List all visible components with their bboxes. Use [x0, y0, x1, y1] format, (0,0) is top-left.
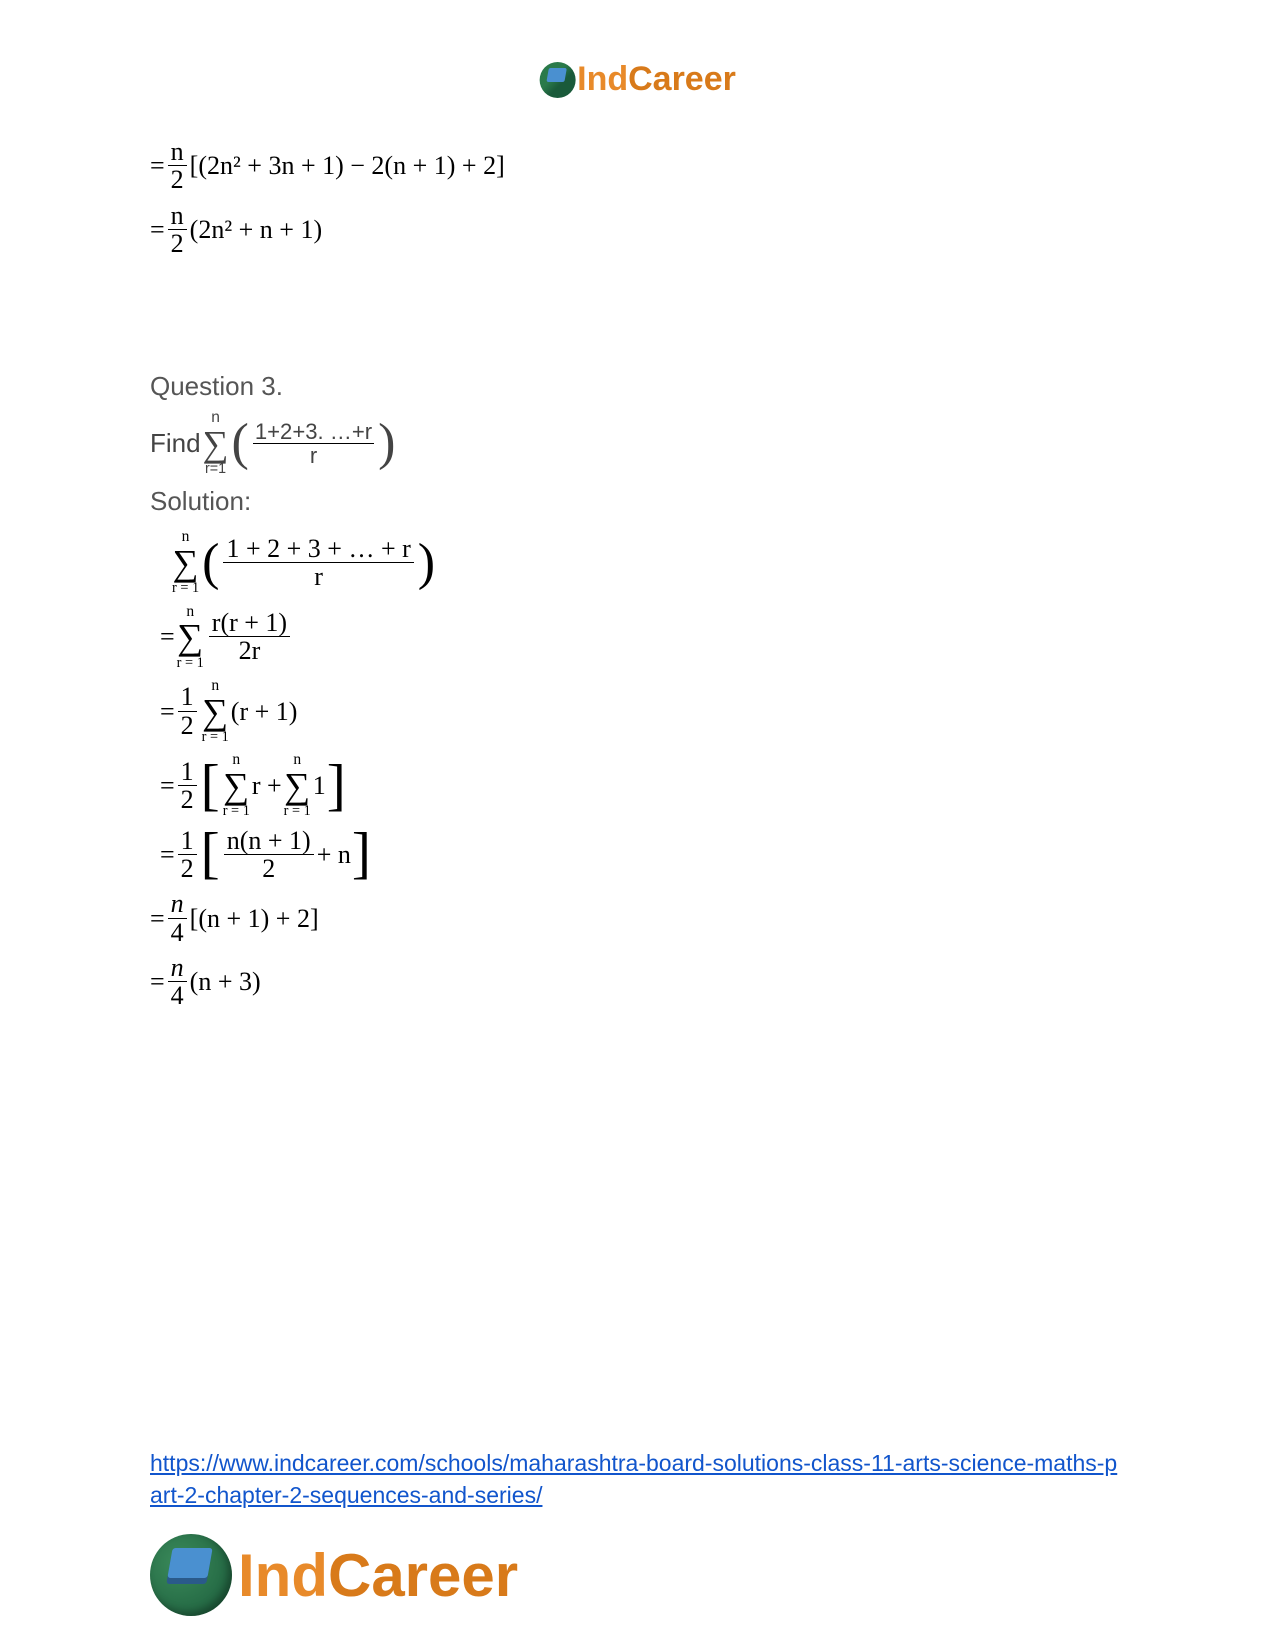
fraction: r(r + 1) 2r [209, 609, 290, 665]
question-text: Find n ∑ r=1 ( 1+2+3. …+r r ) [150, 410, 1125, 476]
logo-text-career: Career [328, 1541, 518, 1610]
footer-url-link[interactable]: https://www.indcareer.com/schools/mahara… [150, 1447, 1125, 1511]
fraction: n 2 [168, 202, 187, 258]
sigma-notation: n ∑ r=1 [203, 410, 229, 476]
solution-step-5: = 1 2 [ n(n + 1) 2 + n ] [160, 827, 1125, 883]
fraction: n 2 [168, 138, 187, 194]
solution-step-7: = n 4 (n + 3) [150, 954, 1125, 1010]
fraction: n 4 [168, 954, 187, 1010]
logo-text-career: Career [628, 60, 736, 99]
fraction: 1 + 2 + 3 + … + r r [223, 535, 413, 591]
fraction: 1 2 [178, 683, 197, 739]
page-container: IndCareer = n 2 [(2n² + 3n + 1) − 2(n + … [150, 0, 1125, 1651]
fraction: 1 2 [178, 758, 197, 814]
solution-label: Solution: [150, 482, 1125, 521]
solution-step-2: = n ∑ r = 1 r(r + 1) 2r [160, 604, 1125, 670]
fraction: n(n + 1) 2 [224, 827, 314, 883]
solution-step-4: = 1 2 [ n ∑ r = 1 r + n ∑ r = 1 1 ] [160, 752, 1125, 818]
sigma-notation: n ∑ r = 1 [202, 678, 229, 744]
logo-text-ind: Ind [238, 1541, 328, 1610]
sigma-notation: n ∑ r = 1 [284, 752, 311, 818]
content-area: = n 2 [(2n² + 3n + 1) − 2(n + 1) + 2] = … [150, 130, 1125, 1017]
sigma-notation: n ∑ r = 1 [172, 529, 199, 595]
logo-icon [539, 62, 575, 98]
math-line-1: = n 2 [(2n² + 3n + 1) − 2(n + 1) + 2] [150, 138, 1125, 194]
solution-step-1: n ∑ r = 1 ( 1 + 2 + 3 + … + r r ) [170, 529, 1125, 595]
fraction: 1 2 [178, 827, 197, 883]
sigma-notation: n ∑ r = 1 [177, 604, 204, 670]
question-title: Question 3. [150, 367, 1125, 406]
solution-step-3: = 1 2 n ∑ r = 1 (r + 1) [160, 678, 1125, 744]
math-line-2: = n 2 (2n² + n + 1) [150, 202, 1125, 258]
sigma-notation: n ∑ r = 1 [223, 752, 250, 818]
logo-icon [150, 1534, 232, 1616]
fraction: n 4 [168, 890, 187, 946]
footer-logo: IndCareer [150, 1534, 518, 1616]
logo-text-ind: Ind [577, 60, 628, 99]
solution-step-6: = n 4 [(n + 1) + 2] [150, 890, 1125, 946]
fraction: 1+2+3. …+r r [253, 420, 374, 467]
header-logo: IndCareer [539, 60, 736, 99]
